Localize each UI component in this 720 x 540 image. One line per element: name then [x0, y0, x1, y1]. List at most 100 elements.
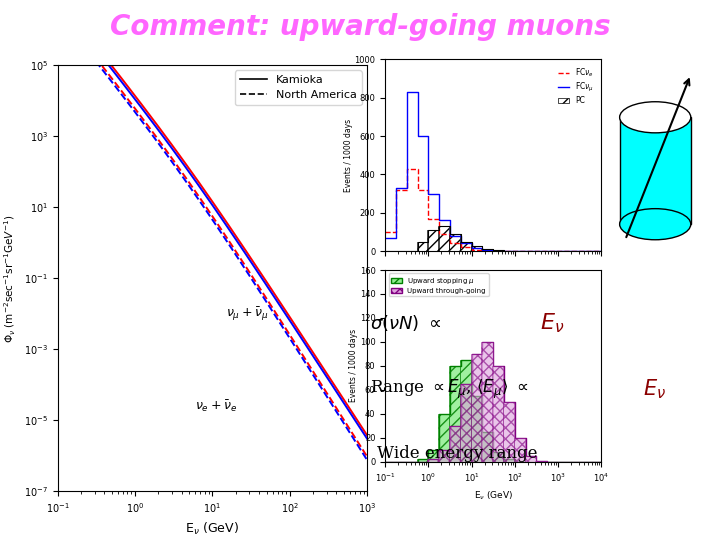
FC$\nu_e$: [424, 186, 433, 193]
FC$\nu_\mu$: [586, 248, 595, 254]
FC$\nu_e$: [478, 246, 487, 253]
FC$\nu_\mu$: [564, 248, 573, 254]
Bar: [482, 432, 492, 462]
FC$\nu_e$: [392, 228, 400, 235]
X-axis label: E$_\nu$ (GeV): E$_\nu$ (GeV): [186, 521, 239, 537]
Ellipse shape: [620, 102, 690, 133]
Bar: [438, 226, 449, 251]
Bar: [482, 342, 492, 462]
Bar: [428, 230, 438, 251]
Bar: [471, 246, 482, 251]
Bar: [503, 402, 514, 462]
FC$\nu_e$: [435, 231, 444, 237]
FC$\nu_e$: [456, 244, 465, 251]
Legend: FC$\nu_e$, FC$\nu_\mu$, PC: FC$\nu_e$, FC$\nu_\mu$, PC: [554, 63, 598, 109]
Y-axis label: Events / 1000 days: Events / 1000 days: [344, 119, 353, 192]
FC$\nu_\mu$: [413, 89, 422, 95]
FC$\nu_\mu$: [489, 247, 498, 254]
Bar: [525, 456, 536, 462]
FC$\nu_e$: [575, 248, 584, 254]
FC$\nu_\mu$: [500, 248, 508, 254]
FC$\nu_\mu$: [435, 217, 444, 224]
FC$\nu_\mu$: [424, 190, 433, 197]
FC$\nu_\mu$: [381, 234, 390, 241]
FC$\nu_e$: [478, 247, 487, 254]
Bar: [438, 450, 449, 462]
FC$\nu_e$: [586, 248, 595, 254]
Text: Comment: upward-going muons: Comment: upward-going muons: [109, 13, 611, 41]
FC$\nu_\mu$: [521, 248, 530, 254]
Text: $\nu_\mu+\bar\nu_\mu$: $\nu_\mu+\bar\nu_\mu$: [226, 306, 269, 323]
Bar: [428, 450, 438, 462]
Line: FC$\nu_\mu$: FC$\nu_\mu$: [385, 92, 601, 251]
FC$\nu_\mu$: [478, 247, 487, 253]
FC$\nu_e$: [564, 248, 573, 254]
Bar: [536, 461, 546, 462]
Text: Range $\propto E_\mu$, $\langle E_\mu \rangle\ \propto$: Range $\propto E_\mu$, $\langle E_\mu \r…: [370, 378, 528, 401]
Y-axis label: $\Phi_\nu$ (m$^{-2}$sec$^{-1}$sr$^{-1}$Ge$V^{-1}$): $\Phi_\nu$ (m$^{-2}$sec$^{-1}$sr$^{-1}$G…: [3, 214, 18, 342]
FC$\nu_e$: [435, 215, 444, 222]
FC$\nu_\mu$: [510, 248, 519, 254]
FC$\nu_\mu$: [543, 248, 552, 254]
FC$\nu_\mu$: [554, 248, 562, 254]
FC$\nu_e$: [467, 246, 476, 253]
FC$\nu_e$: [510, 248, 519, 254]
Bar: [417, 241, 428, 251]
Bar: [438, 414, 449, 462]
FC$\nu_e$: [413, 165, 422, 172]
FC$\nu_e$: [413, 186, 422, 193]
Bar: [471, 354, 482, 462]
Bar: [460, 241, 471, 251]
Bar: [471, 396, 482, 462]
FC$\nu_e$: [500, 248, 508, 254]
FC$\nu_\mu$: [554, 248, 562, 254]
FC$\nu_e$: [597, 248, 606, 254]
FC$\nu_\mu$: [597, 248, 606, 254]
FC$\nu_e$: [543, 248, 552, 254]
FC$\nu_e$: [489, 248, 498, 254]
FC$\nu_e$: [554, 248, 562, 254]
FC$\nu_\mu$: [446, 233, 454, 239]
FC$\nu_\mu$: [392, 234, 400, 241]
FC$\nu_\mu$: [392, 185, 400, 191]
FC$\nu_e$: [446, 231, 454, 237]
FC$\nu_\mu$: [532, 248, 541, 254]
Bar: [449, 234, 460, 251]
FC$\nu_\mu$: [532, 248, 541, 254]
Bar: [428, 460, 438, 462]
FC$\nu_e$: [392, 186, 400, 193]
FC$\nu_e$: [456, 240, 465, 247]
FC$\nu_e$: [532, 248, 541, 254]
Text: $E_\nu$: $E_\nu$: [540, 311, 564, 335]
FC$\nu_\mu$: [543, 248, 552, 254]
FC$\nu_e$: [554, 248, 562, 254]
FC$\nu_\mu$: [521, 248, 530, 254]
FC$\nu_\mu$: [575, 248, 584, 254]
FC$\nu_e$: [564, 248, 573, 254]
FC$\nu_\mu$: [424, 133, 433, 139]
FC$\nu_e$: [381, 228, 390, 235]
FC$\nu_\mu$: [510, 248, 519, 254]
FC$\nu_\mu$: [446, 217, 454, 224]
Bar: [417, 460, 428, 462]
Bar: [449, 426, 460, 462]
X-axis label: E$_\nu$ (GeV): E$_\nu$ (GeV): [474, 489, 513, 502]
FC$\nu_e$: [521, 248, 530, 254]
Bar: [514, 438, 525, 462]
Ellipse shape: [620, 208, 690, 240]
FC$\nu_e$: [402, 165, 411, 172]
FC$\nu_\mu$: [467, 245, 476, 251]
FC$\nu_\mu$: [586, 248, 595, 254]
FC$\nu_\mu$: [456, 233, 465, 239]
FC$\nu_e$: [543, 248, 552, 254]
FC$\nu_\mu$: [456, 240, 465, 247]
Bar: [482, 249, 492, 251]
FC$\nu_e$: [424, 215, 433, 222]
FC$\nu_e$: [575, 248, 584, 254]
FC$\nu_\mu$: [413, 133, 422, 139]
Text: $\sigma(\nu N)\ \propto$: $\sigma(\nu N)\ \propto$: [370, 313, 441, 333]
Bar: [460, 360, 471, 462]
Text: Wide energy range: Wide energy range: [377, 445, 538, 462]
Text: $E_\nu$: $E_\nu$: [644, 377, 667, 401]
FC$\nu_\mu$: [575, 248, 584, 254]
